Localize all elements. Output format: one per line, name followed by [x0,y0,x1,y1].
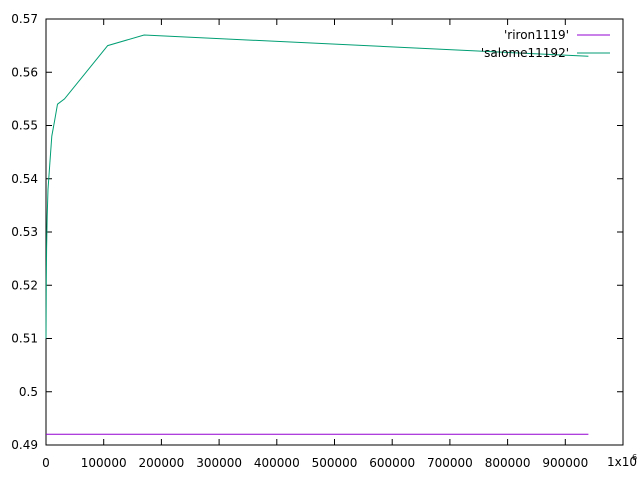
y-tick-label: 0.52 [11,278,38,292]
x-tick-label: 0 [42,456,50,470]
y-tick-label: 0.53 [11,225,38,239]
x-tick-label: 100000 [81,456,127,470]
y-tick-label: 0.49 [11,438,38,452]
x-tick-label: 200000 [138,456,184,470]
legend-label-2: 'salome11192' [481,46,569,60]
x-tick-label: 700000 [427,456,473,470]
y-tick-label: 0.51 [11,332,38,346]
x-scale-exponent: 6 [632,453,637,462]
x-tick-label: 900000 [542,456,588,470]
y-tick-label: 0.56 [11,65,38,79]
y-tick-label: 0.57 [11,12,38,26]
y-tick-label: 0.55 [11,119,38,133]
legend-label-1: 'riron1119' [504,28,569,42]
x-tick-label: 300000 [196,456,242,470]
series-lines [45,34,589,435]
x-tick-label: 800000 [485,456,531,470]
axis-ticks: 0.49 0.5 0.51 0.52 0.53 0.54 0.55 0.56 0.57 0 1000… [11,12,623,470]
series-line-2 [45,34,589,339]
y-tick-label: 0.5 [19,385,38,399]
plot-frame [45,18,624,446]
x-tick-label: 500000 [312,456,358,470]
x-scale-label: 1x10 [607,455,637,469]
x-tick-label: 600000 [369,456,415,470]
y-tick-label: 0.54 [11,172,38,186]
x-tick-label: 400000 [254,456,300,470]
legend: 'riron1119' 'salome11192' [481,28,610,60]
